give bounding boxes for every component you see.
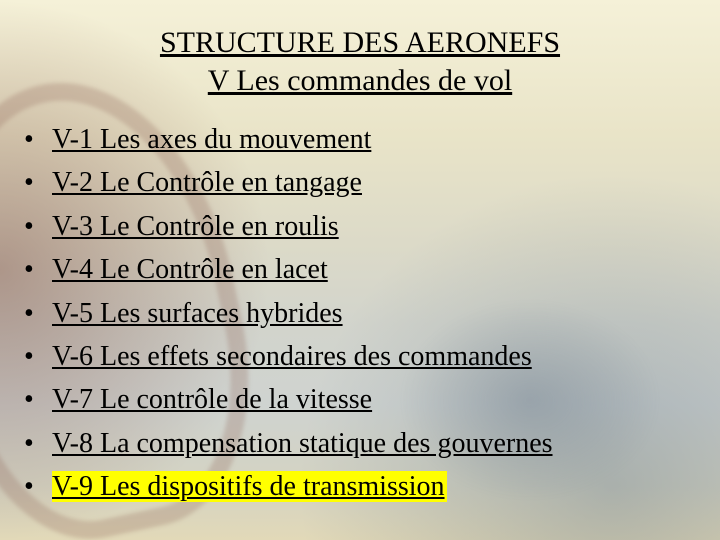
item-label: V-6 Les effets secondaires des commandes bbox=[52, 341, 532, 372]
item-label: V-4 Le Contrôle en lacet bbox=[52, 254, 328, 285]
list-item: V-8 La compensation statique des gouvern… bbox=[18, 422, 702, 465]
item-list: V-1 Les axes du mouvement V-2 Le Contrôl… bbox=[18, 118, 702, 509]
item-label: V-8 La compensation statique des gouvern… bbox=[52, 428, 553, 459]
slide: STRUCTURE DES AERONEFS V Les commandes d… bbox=[0, 0, 720, 540]
item-label: V-5 Les surfaces hybrides bbox=[52, 298, 343, 329]
item-label-highlighted: V-9 Les dispositifs de transmission bbox=[52, 471, 447, 502]
list-item: V-7 Le contrôle de la vitesse bbox=[18, 378, 702, 421]
list-item: V-4 Le Contrôle en lacet bbox=[18, 248, 702, 291]
item-label: V-3 Le Contrôle en roulis bbox=[52, 211, 339, 242]
title-block: STRUCTURE DES AERONEFS V Les commandes d… bbox=[0, 24, 720, 99]
list-item: V-6 Les effets secondaires des commandes bbox=[18, 335, 702, 378]
item-label: V-2 Le Contrôle en tangage bbox=[52, 167, 362, 198]
list-item: V-5 Les surfaces hybrides bbox=[18, 292, 702, 335]
item-label: V-7 Le contrôle de la vitesse bbox=[52, 384, 372, 415]
list-item: V-2 Le Contrôle en tangage bbox=[18, 161, 702, 204]
item-label: V-1 Les axes du mouvement bbox=[52, 124, 371, 155]
body-block: V-1 Les axes du mouvement V-2 Le Contrôl… bbox=[18, 118, 702, 509]
list-item: V-1 Les axes du mouvement bbox=[18, 118, 702, 161]
list-item: V-3 Le Contrôle en roulis bbox=[18, 205, 702, 248]
title-main: STRUCTURE DES AERONEFS bbox=[0, 24, 720, 62]
list-item: V-9 Les dispositifs de transmission bbox=[18, 465, 702, 508]
title-sub: V Les commandes de vol bbox=[0, 62, 720, 100]
